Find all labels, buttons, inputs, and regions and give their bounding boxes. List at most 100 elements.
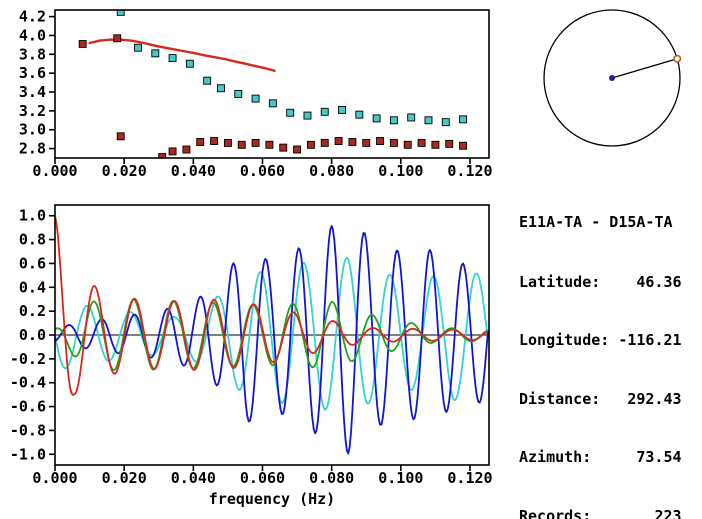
waveform-plot: 0.000 0.020 0.040 0.060 0.080 0.100 0.120 -1.0 -… bbox=[10, 204, 493, 508]
data-point-square bbox=[237, 140, 246, 149]
data-point-square bbox=[113, 34, 122, 43]
data-point-square bbox=[445, 139, 454, 148]
azimuth-endpoint-marker bbox=[673, 54, 682, 63]
data-point-square bbox=[116, 10, 125, 16]
y-tick-label: 2.8 bbox=[19, 140, 46, 158]
data-point-square bbox=[116, 132, 125, 141]
dial-circle bbox=[543, 9, 681, 147]
info-row-records: Records: 223 bbox=[519, 507, 682, 519]
series-measured-dispersion-darkred bbox=[78, 34, 468, 158]
azimuth-dial bbox=[543, 9, 682, 147]
y-tick-label: 1.0 bbox=[19, 207, 46, 225]
y-tick-label: 3.0 bbox=[19, 121, 46, 139]
series-correlation-red bbox=[55, 215, 489, 396]
y-tick-label: -0.6 bbox=[10, 398, 46, 416]
azimuth-label: Azimuth: bbox=[519, 448, 592, 466]
data-point-square bbox=[210, 137, 219, 145]
station-center-dot bbox=[609, 75, 615, 81]
data-point-square bbox=[320, 107, 329, 116]
data-point-square bbox=[293, 145, 302, 154]
x-tick-label: 0.000 bbox=[32, 162, 77, 180]
plot-frame bbox=[54, 204, 490, 466]
y-tick-label: 0.4 bbox=[19, 278, 46, 296]
y-tick-label: -0.8 bbox=[10, 421, 46, 439]
data-point-square bbox=[251, 138, 260, 147]
data-point-square bbox=[234, 89, 243, 98]
x-tick-label: 0.020 bbox=[102, 162, 147, 180]
data-point-square bbox=[459, 141, 468, 150]
data-point-square bbox=[306, 140, 315, 149]
x-tick-label: 0.040 bbox=[171, 162, 216, 180]
data-point-square bbox=[338, 105, 346, 114]
latitude-label: Latitude: bbox=[519, 272, 601, 291]
data-point-square bbox=[217, 84, 225, 93]
dispersion-plot: 0.000 0.020 0.040 0.060 0.080 0.100 0.1202.83.… bbox=[19, 8, 493, 180]
series-correlation-blue bbox=[55, 225, 489, 455]
x-tick-label: 0.060 bbox=[240, 469, 285, 487]
data-point-square bbox=[441, 118, 450, 127]
data-point-square bbox=[251, 94, 260, 103]
x-tick-label: 0.100 bbox=[378, 162, 423, 180]
x-tick-label: 0.040 bbox=[171, 469, 216, 487]
data-point-square bbox=[320, 138, 329, 147]
data-point-square bbox=[78, 39, 87, 48]
y-tick-label: 0.2 bbox=[19, 302, 46, 320]
data-point-square bbox=[407, 113, 416, 122]
x-axis-label: frequency (Hz) bbox=[209, 490, 335, 508]
data-point-square bbox=[286, 108, 295, 117]
azimuth-value: 73.54 bbox=[636, 448, 682, 466]
data-point-square bbox=[158, 153, 167, 158]
distance-label: Distance: bbox=[519, 389, 601, 408]
y-tick-label: 4.2 bbox=[19, 8, 46, 26]
y-tick-label: 0.0 bbox=[19, 326, 46, 344]
y-tick-label: 0.8 bbox=[19, 231, 46, 249]
station-pair-info: E11A-TA - D15A-TA Latitude: 46.36 Longitu… bbox=[519, 174, 682, 519]
data-point-square bbox=[424, 116, 433, 125]
x-tick-label: 0.080 bbox=[309, 162, 354, 180]
data-point-square bbox=[334, 137, 343, 145]
y-tick-label: 4.0 bbox=[19, 26, 46, 44]
data-point-square bbox=[168, 54, 177, 63]
data-point-square bbox=[196, 138, 205, 146]
x-tick-label: 0.060 bbox=[240, 162, 285, 180]
data-point-square bbox=[417, 138, 426, 147]
y-tick-label: -1.0 bbox=[10, 445, 46, 463]
x-tick-label: 0.000 bbox=[32, 469, 77, 487]
y-tick-label: -0.4 bbox=[10, 374, 46, 392]
y-tick-label: 3.8 bbox=[19, 45, 46, 63]
data-point-square bbox=[376, 137, 385, 145]
data-point-square bbox=[303, 111, 312, 120]
data-point-square bbox=[431, 140, 440, 149]
x-tick-label: 0.100 bbox=[378, 469, 423, 487]
records-label: Records: bbox=[519, 506, 592, 519]
data-point-square bbox=[279, 143, 288, 152]
longitude-value: -116.21 bbox=[618, 331, 682, 349]
info-row-longitude: Longitude: -116.21 bbox=[519, 331, 682, 351]
data-point-square bbox=[459, 115, 468, 124]
info-row-azimuth: Azimuth: 73.54 bbox=[519, 448, 682, 468]
y-tick-label: 3.6 bbox=[19, 64, 46, 82]
x-tick-label: 0.120 bbox=[447, 469, 492, 487]
data-point-square bbox=[203, 76, 212, 85]
data-point-square bbox=[362, 138, 371, 147]
data-point-square bbox=[134, 43, 142, 52]
data-point-square bbox=[185, 59, 194, 68]
x-tick-label: 0.120 bbox=[447, 162, 492, 180]
info-row-latitude: Latitude: 46.36 bbox=[519, 273, 682, 293]
data-point-square bbox=[268, 99, 277, 108]
data-point-square bbox=[355, 110, 364, 119]
x-tick-label: 0.080 bbox=[309, 469, 354, 487]
records-value: 223 bbox=[654, 506, 682, 519]
x-tick-label: 0.020 bbox=[102, 469, 147, 487]
y-tick-label: -0.2 bbox=[10, 350, 46, 368]
distance-value: 292.43 bbox=[627, 389, 682, 408]
y-tick-label: 3.4 bbox=[19, 83, 46, 101]
y-tick-label: 0.6 bbox=[19, 254, 46, 272]
data-point-square bbox=[223, 138, 232, 147]
data-point-square bbox=[168, 147, 177, 156]
data-point-square bbox=[389, 138, 398, 147]
data-point-square bbox=[348, 138, 357, 146]
series-correlation-cyan bbox=[55, 256, 489, 411]
longitude-label: Longitude: bbox=[519, 331, 610, 349]
